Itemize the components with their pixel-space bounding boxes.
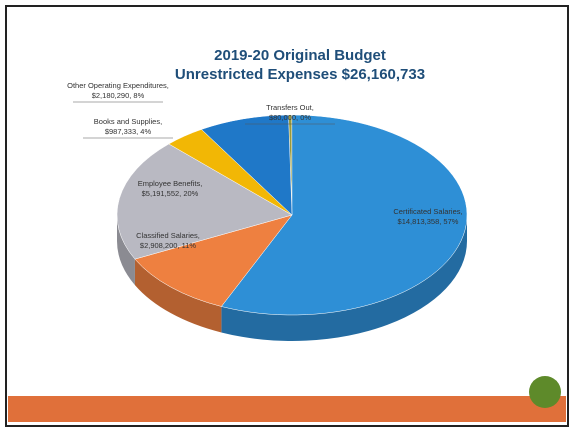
pie (116, 114, 468, 341)
data-label-value: $5,191,552, 20% (142, 189, 199, 198)
logo (529, 376, 561, 408)
data-label-category: Employee Benefits, (138, 179, 203, 188)
slice-side (134, 259, 222, 333)
slice (201, 114, 293, 216)
slice (220, 114, 468, 316)
data-label-value: $80,000, 0% (269, 113, 311, 122)
chart-title: 2019-20 Original Budget (214, 47, 386, 64)
data-label-category: Other Operating Expenditures, (67, 81, 169, 90)
slide-border (5, 5, 569, 427)
data-label-category: Books and Supplies, (94, 117, 162, 126)
slice (134, 214, 293, 307)
data-label-category: Transfers Out, (266, 103, 314, 112)
slice-side (117, 215, 135, 286)
chart-subtitle: Unrestricted Expenses $26,160,733 (175, 66, 425, 83)
data-label-category: Certificated Salaries, (393, 207, 462, 216)
data-label-value: $2,908,200, 11% (140, 241, 196, 250)
footer-bar (8, 396, 566, 422)
data-label-category: Classified Salaries, (136, 231, 200, 240)
slice-side (221, 215, 467, 341)
slice (116, 143, 293, 260)
data-label-value: $14,813,358, 57% (398, 217, 459, 226)
data-label-value: $2,180,290, 8% (92, 91, 145, 100)
data-label-value: $987,333, 4% (105, 127, 152, 136)
